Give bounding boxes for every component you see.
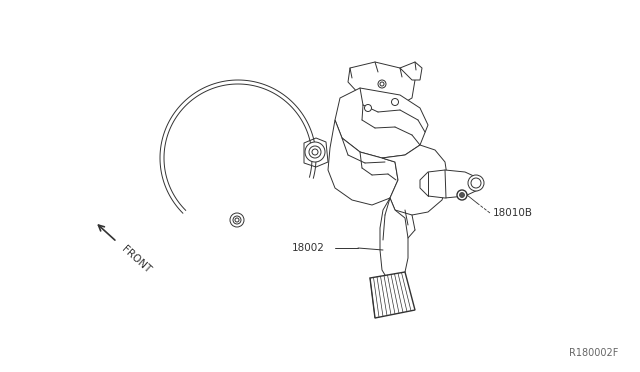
Polygon shape <box>348 62 415 105</box>
Polygon shape <box>382 145 448 215</box>
Circle shape <box>233 216 241 224</box>
Circle shape <box>235 218 239 222</box>
Circle shape <box>305 142 325 162</box>
Circle shape <box>392 99 399 106</box>
Text: 18002: 18002 <box>292 243 325 253</box>
Polygon shape <box>370 272 415 318</box>
Circle shape <box>378 80 386 88</box>
Text: R180002F: R180002F <box>568 348 618 358</box>
Polygon shape <box>304 138 328 167</box>
Circle shape <box>468 175 484 191</box>
Circle shape <box>312 149 318 155</box>
Circle shape <box>365 105 371 112</box>
Text: FRONT: FRONT <box>120 244 153 275</box>
Circle shape <box>460 192 465 198</box>
Polygon shape <box>420 170 478 198</box>
Circle shape <box>471 178 481 188</box>
Circle shape <box>380 82 384 86</box>
Circle shape <box>230 213 244 227</box>
Polygon shape <box>328 120 398 205</box>
Circle shape <box>309 146 321 158</box>
Polygon shape <box>335 88 428 158</box>
Polygon shape <box>400 62 422 80</box>
Text: 18010B: 18010B <box>493 208 533 218</box>
Circle shape <box>457 190 467 200</box>
Polygon shape <box>380 198 408 280</box>
